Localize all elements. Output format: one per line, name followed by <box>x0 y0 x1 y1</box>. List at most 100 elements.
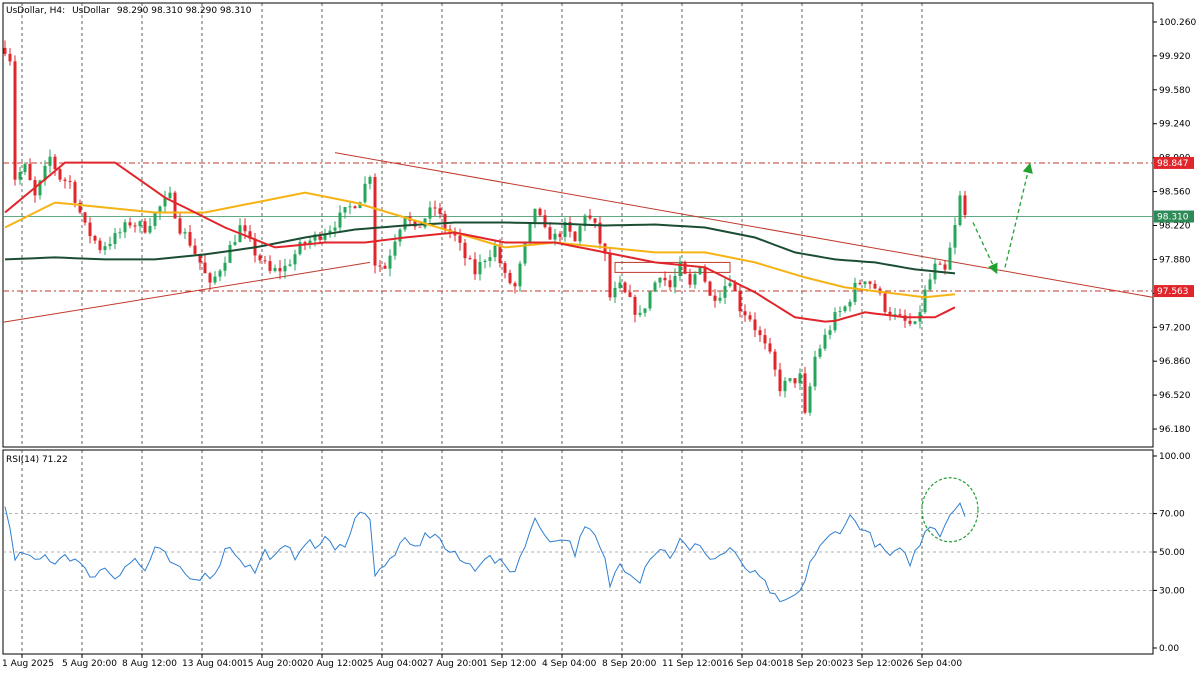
candle-body <box>658 277 662 283</box>
candle-body <box>693 274 697 285</box>
rsi-tick-label: 30.00 <box>1159 586 1185 596</box>
candle-body <box>608 253 612 298</box>
candle-body <box>598 222 602 244</box>
price-tick-label: 98.560 <box>1159 188 1191 198</box>
candle-body <box>678 261 682 277</box>
candle-body <box>458 235 462 243</box>
support-tag-bg <box>1154 285 1194 298</box>
chart-header: UsDollar, H4: UsDollar 98.290 98.310 98.… <box>6 6 252 16</box>
candle-body <box>378 265 382 267</box>
candle-body <box>23 163 27 173</box>
descending-trendline <box>334 152 1154 298</box>
time-tick-label: 20 Aug 12:00 <box>302 659 363 669</box>
price-tick-label: 99.920 <box>1159 52 1191 62</box>
candle-body <box>483 260 487 263</box>
candle-body <box>118 232 122 234</box>
candle-body <box>538 208 542 216</box>
candle-body <box>443 213 447 230</box>
time-tick-label: 15 Aug 20:00 <box>242 659 303 669</box>
time-tick-label: 26 Sep 04:00 <box>902 659 962 669</box>
candle-body <box>818 348 822 357</box>
candle-body <box>243 225 247 232</box>
candle-body <box>618 282 622 288</box>
candle-body <box>603 243 607 254</box>
candle-body <box>98 240 102 251</box>
candle-body <box>273 268 277 271</box>
candle-body <box>498 245 502 264</box>
candle-body <box>418 226 422 228</box>
candle-body <box>108 243 112 247</box>
candle-body <box>558 233 562 237</box>
candle-body <box>663 277 667 281</box>
projection-arrow-up <box>1004 162 1033 268</box>
candle-body <box>943 264 947 270</box>
candle-body <box>388 255 392 269</box>
candle-body <box>263 260 267 262</box>
candle-body <box>158 206 162 213</box>
candle-body <box>463 242 467 259</box>
candle-body <box>8 53 12 62</box>
candle-body <box>278 268 282 272</box>
candle-body <box>548 227 552 240</box>
resistance-tag-bg <box>1154 156 1194 169</box>
price-tick-label: 99.580 <box>1159 86 1191 96</box>
price-tick-label: 96.860 <box>1159 357 1191 367</box>
candle-body <box>38 180 42 196</box>
candle-body <box>403 216 407 230</box>
time-tick-label: 27 Aug 20:00 <box>422 659 483 669</box>
candle-body <box>413 220 417 227</box>
current-price-tag: 98.310 <box>1157 213 1189 223</box>
candle-body <box>428 207 432 219</box>
candle-body <box>888 311 892 316</box>
candle-body <box>368 177 372 184</box>
candle-body <box>333 227 337 231</box>
candle-body <box>343 207 347 213</box>
candle-body <box>843 306 847 312</box>
candle-body <box>928 279 932 290</box>
candle-body <box>938 263 942 265</box>
candle-body <box>473 259 477 275</box>
candle-body <box>183 232 187 234</box>
candle-body <box>708 281 712 296</box>
time-tick-label: 23 Sep 12:00 <box>842 659 902 669</box>
candle-body <box>508 272 512 284</box>
rsi-indicator <box>4 477 979 603</box>
candle-body <box>13 61 17 180</box>
candle-body <box>653 282 657 292</box>
candle-body <box>148 225 152 233</box>
candle-body <box>748 315 752 320</box>
candle-body <box>298 242 302 255</box>
moving-averages <box>4 161 956 323</box>
candle-body <box>358 202 362 209</box>
price-tick-label: 99.240 <box>1159 120 1191 130</box>
candle-body <box>193 245 197 254</box>
rsi-tick-label: 0.00 <box>1159 644 1179 654</box>
rsi-label: RSI(14) 71.22 <box>6 455 68 465</box>
ascending-trendline <box>2 261 371 323</box>
candle-body <box>133 225 137 227</box>
candle-body <box>808 386 812 413</box>
candle-body <box>858 282 862 285</box>
time-tick-label: 11 Sep 12:00 <box>662 659 722 669</box>
candle-body <box>18 172 22 180</box>
range-box <box>614 261 731 273</box>
candle-body <box>123 222 127 233</box>
rsi-highlight-circle <box>921 477 979 543</box>
time-tick-label: 18 Sep 20:00 <box>782 659 842 669</box>
candle-body <box>788 378 792 381</box>
time-tick-label: 1 Sep 12:00 <box>482 659 537 669</box>
candle-body <box>398 229 402 242</box>
candle-body <box>958 195 962 226</box>
candle-body <box>433 207 437 209</box>
candle-body <box>213 276 217 283</box>
candle-body <box>48 156 52 166</box>
candle-body <box>853 282 857 302</box>
candle-body <box>323 234 327 240</box>
candle-body <box>738 290 742 312</box>
candle-body <box>573 231 577 242</box>
candle-body <box>438 208 442 214</box>
candle-body <box>3 47 7 54</box>
candle-body <box>143 221 147 233</box>
projection-arrow-down <box>972 222 998 275</box>
